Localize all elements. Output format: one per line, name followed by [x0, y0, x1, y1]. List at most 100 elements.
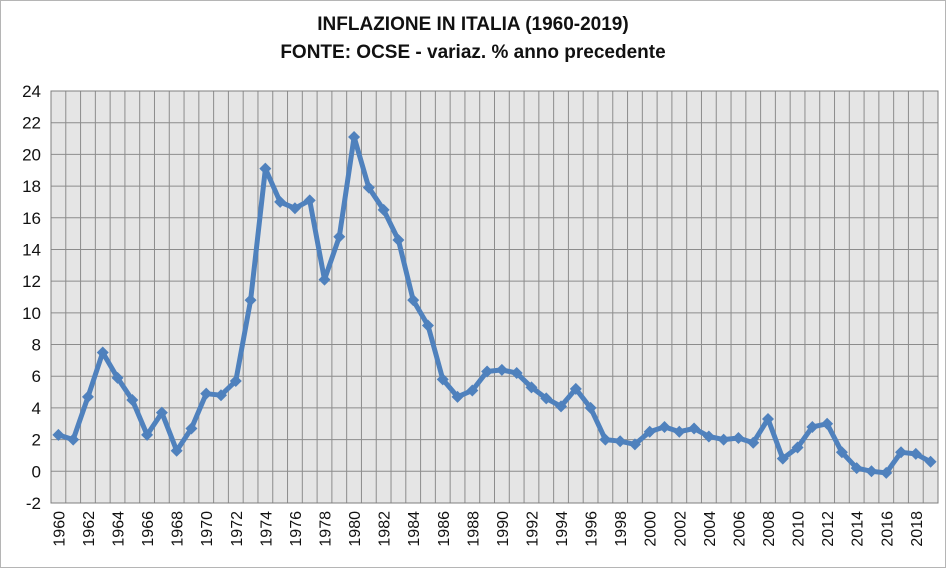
- x-tick-label: 1978: [317, 511, 334, 547]
- data-point-marker: [392, 233, 405, 246]
- data-point-marker: [52, 428, 65, 441]
- data-point-marker: [761, 413, 774, 426]
- x-tick-label: 1998: [613, 511, 630, 547]
- data-point-marker: [436, 373, 449, 386]
- x-tick-label: 2000: [643, 511, 660, 547]
- x-tick-label: 1984: [406, 511, 423, 547]
- data-point-marker: [540, 392, 553, 405]
- data-point-marker: [274, 195, 287, 208]
- x-tick-label: 1990: [495, 511, 512, 547]
- data-point-marker: [259, 162, 272, 175]
- x-tick-label: 1960: [51, 511, 68, 547]
- y-tick-label: 6: [32, 367, 41, 386]
- data-point-marker: [481, 365, 494, 378]
- data-point-marker: [924, 455, 937, 468]
- x-tick-label: 2004: [702, 511, 719, 547]
- data-point-marker: [155, 406, 168, 419]
- y-tick-label: 24: [22, 82, 41, 101]
- x-tick-label: 2018: [909, 511, 926, 547]
- data-point-marker: [126, 394, 139, 406]
- y-tick-label: 12: [22, 272, 41, 291]
- data-point-marker: [776, 452, 789, 465]
- data-point-marker: [141, 428, 154, 441]
- x-tick-label: 1974: [258, 511, 275, 547]
- data-point-marker: [555, 400, 568, 413]
- y-tick-label: 10: [22, 304, 41, 323]
- data-point-marker: [288, 202, 301, 215]
- x-tick-label: 1968: [170, 511, 187, 547]
- y-tick-label: 0: [32, 462, 41, 481]
- x-tick-label: 1994: [554, 511, 571, 547]
- x-tick-label: 1972: [229, 511, 246, 547]
- x-tick-label: 1964: [111, 511, 128, 547]
- data-point-marker: [111, 371, 124, 384]
- chart-subtitle: FONTE: OCSE - variaz. % anno precedente: [280, 42, 666, 63]
- x-tick-label: 2014: [850, 511, 867, 547]
- data-point-marker: [407, 294, 420, 307]
- x-tick-label: 1970: [199, 511, 216, 547]
- x-tick-label: 2006: [731, 511, 748, 547]
- y-tick-label: -2: [26, 494, 41, 513]
- data-point-marker: [333, 230, 346, 243]
- x-tick-label: 1992: [524, 511, 541, 547]
- data-point-marker: [673, 425, 686, 438]
- data-point-marker: [348, 130, 361, 143]
- y-tick-label: 8: [32, 336, 41, 355]
- data-point-marker: [880, 466, 893, 479]
- data-point-marker: [200, 387, 213, 400]
- data-point-marker: [835, 446, 848, 459]
- data-point-marker: [702, 430, 715, 443]
- chart-title-block: INFLAZIONE IN ITALIA (1960-2019) FONTE: …: [1, 11, 945, 67]
- chart-title: INFLAZIONE IN ITALIA (1960-2019): [317, 14, 629, 35]
- plot-border: [50, 90, 939, 504]
- data-point-marker: [688, 422, 701, 435]
- data-point-marker: [791, 441, 804, 454]
- data-point-marker: [732, 432, 745, 445]
- data-point-marker: [466, 384, 479, 397]
- x-tick-label: 1982: [377, 511, 394, 547]
- data-point-marker: [81, 390, 94, 403]
- x-tick-label: 2010: [791, 511, 808, 547]
- data-point-marker: [865, 465, 878, 478]
- y-tick-label: 18: [22, 177, 41, 196]
- data-point-marker: [229, 374, 242, 387]
- data-point-marker: [658, 420, 671, 433]
- x-tick-label: 1986: [436, 511, 453, 547]
- data-point-marker: [821, 417, 834, 430]
- data-point-marker: [584, 401, 597, 414]
- data-point-marker: [377, 203, 390, 216]
- data-point-marker: [599, 433, 612, 446]
- data-point-marker: [67, 433, 80, 446]
- x-tick-label: 2016: [879, 511, 896, 547]
- x-tick-label: 1980: [347, 511, 364, 547]
- data-point-marker: [628, 438, 641, 451]
- data-point-marker: [569, 382, 582, 395]
- data-point-marker: [451, 390, 464, 403]
- data-point-marker: [525, 381, 538, 394]
- x-tick-label: 1996: [584, 511, 601, 547]
- y-tick-label: 16: [22, 209, 41, 228]
- x-tick-label: 1976: [288, 511, 305, 547]
- data-point-marker: [850, 462, 863, 475]
- y-tick-label: 22: [22, 114, 41, 133]
- data-point-marker: [614, 435, 627, 448]
- y-tick-label: 14: [22, 240, 41, 259]
- x-tick-label: 2012: [820, 511, 837, 547]
- data-point-marker: [303, 194, 316, 207]
- data-point-marker: [96, 346, 109, 359]
- data-point-marker: [318, 273, 331, 286]
- data-point-marker: [895, 446, 908, 459]
- y-tick-label: 4: [32, 399, 41, 418]
- data-point-marker: [421, 319, 434, 332]
- data-point-marker: [510, 367, 523, 380]
- data-point-marker: [717, 433, 730, 446]
- data-point-marker: [362, 181, 375, 194]
- x-tick-label: 1966: [140, 511, 157, 547]
- data-point-marker: [495, 363, 508, 376]
- data-point-marker: [215, 389, 228, 402]
- data-point-marker: [643, 425, 656, 438]
- x-tick-label: 1988: [465, 511, 482, 547]
- x-tick-label: 1962: [81, 511, 98, 547]
